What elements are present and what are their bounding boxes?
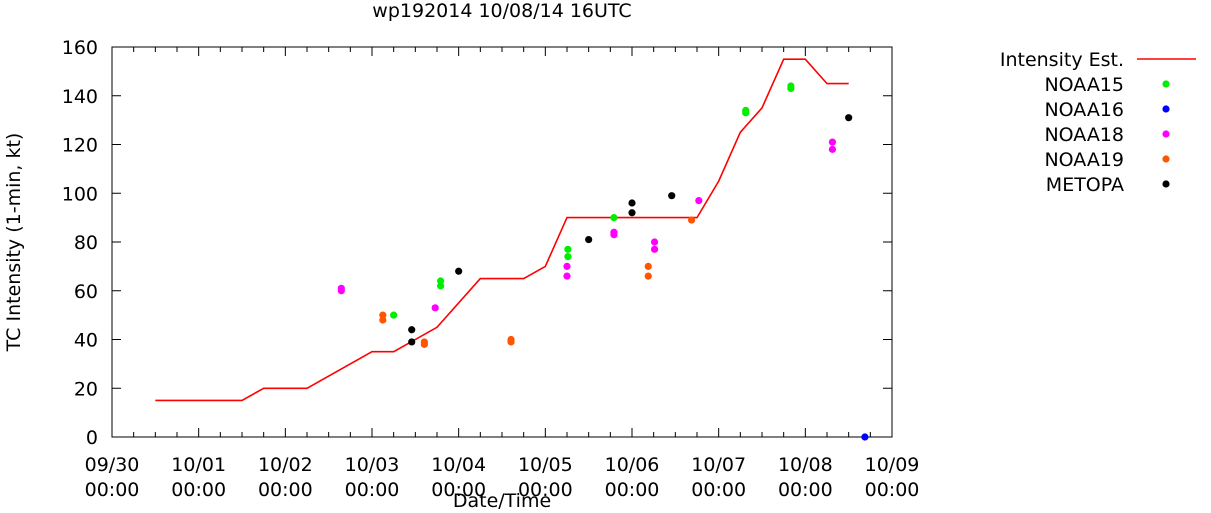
data-point-metopa bbox=[845, 114, 853, 122]
data-point-noaa19 bbox=[507, 335, 515, 344]
x-axis-ticks: 09/30 00:00 10/01 00:00 10/02 00:00 10/03 00:00… bbox=[85, 47, 920, 501]
data-point-noaa18 bbox=[431, 304, 439, 312]
x-tick-label-time: 00:00 bbox=[431, 479, 486, 501]
y-axis-label: TC Intensity (1-min, kt) bbox=[3, 133, 25, 353]
data-point-noaa18 bbox=[563, 262, 571, 270]
chart-title: wp192014 10/08/14 16UTC bbox=[372, 0, 631, 22]
y-tick-label: 160 bbox=[62, 37, 98, 59]
data-point-metopa bbox=[408, 326, 416, 334]
plot-border bbox=[111, 46, 893, 438]
x-tick-label-time: 00:00 bbox=[171, 479, 226, 501]
data-point-noaa15 bbox=[564, 253, 572, 261]
data-point-metopa bbox=[628, 199, 636, 207]
series-line-intensity-est bbox=[155, 58, 849, 402]
x-tick-label-time: 00:00 bbox=[691, 479, 746, 501]
y-axis-ticks: 0 20 40 60 80 100 120 140 160 bbox=[62, 37, 892, 449]
data-point-noaa19 bbox=[644, 272, 652, 280]
data-point-metopa bbox=[408, 338, 416, 346]
legend-swatch-noaa18 bbox=[1162, 130, 1170, 138]
x-tick-label-date: 09/30 bbox=[85, 454, 140, 476]
series-layer bbox=[155, 58, 869, 441]
x-tick-label-time: 00:00 bbox=[865, 479, 920, 501]
data-point-metopa bbox=[455, 267, 463, 275]
x-tick-label-date: 10/06 bbox=[605, 454, 660, 476]
y-tick-label: 100 bbox=[62, 183, 98, 205]
data-point-noaa15 bbox=[787, 82, 795, 90]
data-point-noaa19 bbox=[687, 216, 696, 224]
plot-frame bbox=[111, 46, 893, 438]
y-tick-label: 60 bbox=[74, 281, 98, 303]
data-point-noaa18 bbox=[610, 228, 618, 236]
y-tick-label: 120 bbox=[62, 135, 98, 157]
data-point-noaa16 bbox=[861, 433, 869, 441]
data-point-noaa15 bbox=[564, 245, 572, 253]
data-point-metopa bbox=[668, 192, 676, 200]
data-point-noaa15 bbox=[390, 311, 398, 319]
y-tick-label: 20 bbox=[74, 378, 98, 400]
x-tick-label-date: 10/02 bbox=[258, 454, 313, 476]
data-point-metopa bbox=[628, 209, 636, 217]
x-tick-label-date: 10/03 bbox=[345, 454, 400, 476]
data-point-noaa15 bbox=[742, 106, 750, 114]
x-tick-label-time: 00:00 bbox=[258, 479, 313, 501]
y-tick-label: 0 bbox=[86, 427, 98, 449]
data-point-noaa18 bbox=[650, 245, 659, 253]
x-tick-label-time: 00:00 bbox=[518, 479, 573, 501]
data-point-metopa bbox=[585, 235, 593, 244]
legend-swatch-noaa16 bbox=[1162, 105, 1170, 113]
x-tick-label-date: 10/05 bbox=[518, 454, 573, 476]
data-point-noaa18 bbox=[337, 284, 345, 292]
legend-swatch-noaa15 bbox=[1162, 80, 1170, 88]
data-point-noaa18 bbox=[695, 196, 703, 205]
legend-label-intensity-est: Intensity Est. bbox=[1000, 49, 1124, 71]
legend-swatch-metopa bbox=[1162, 180, 1170, 188]
y-tick-label: 40 bbox=[74, 330, 98, 352]
data-point-noaa15 bbox=[437, 277, 445, 285]
x-tick-label-time: 00:00 bbox=[85, 479, 140, 501]
x-tick-label-date: 10/04 bbox=[431, 454, 486, 476]
data-point-noaa18 bbox=[650, 238, 659, 246]
x-axis-label: Date/Time bbox=[453, 490, 551, 509]
legend-label-noaa19: NOAA19 bbox=[1044, 149, 1124, 171]
data-point-noaa18 bbox=[828, 138, 837, 146]
x-tick-label-date: 10/09 bbox=[865, 454, 920, 476]
data-point-noaa19 bbox=[379, 311, 387, 319]
legend-label-noaa15: NOAA15 bbox=[1044, 74, 1124, 96]
legend-label-noaa16: NOAA16 bbox=[1044, 99, 1124, 121]
x-tick-label-date: 10/07 bbox=[691, 454, 746, 476]
data-point-noaa15 bbox=[610, 214, 618, 222]
legend-label-noaa18: NOAA18 bbox=[1044, 124, 1124, 146]
legend: Intensity Est. NOAA15 NOAA16 NOAA18 NOAA19 ME… bbox=[1000, 49, 1196, 196]
y-tick-label: 140 bbox=[62, 86, 98, 108]
x-tick-label-time: 00:00 bbox=[345, 479, 400, 501]
x-tick-label-date: 10/08 bbox=[778, 454, 833, 476]
data-point-noaa18 bbox=[828, 145, 837, 153]
y-tick-label: 80 bbox=[74, 232, 98, 254]
legend-swatch-noaa19 bbox=[1162, 155, 1170, 163]
x-tick-label-date: 10/01 bbox=[171, 454, 226, 476]
data-point-noaa19 bbox=[644, 262, 652, 270]
data-point-noaa19 bbox=[420, 338, 428, 346]
x-tick-label-time: 00:00 bbox=[778, 479, 833, 501]
data-point-noaa18 bbox=[563, 272, 571, 280]
x-tick-label-time: 00:00 bbox=[605, 479, 660, 501]
legend-label-metopa: METOPA bbox=[1046, 174, 1124, 196]
